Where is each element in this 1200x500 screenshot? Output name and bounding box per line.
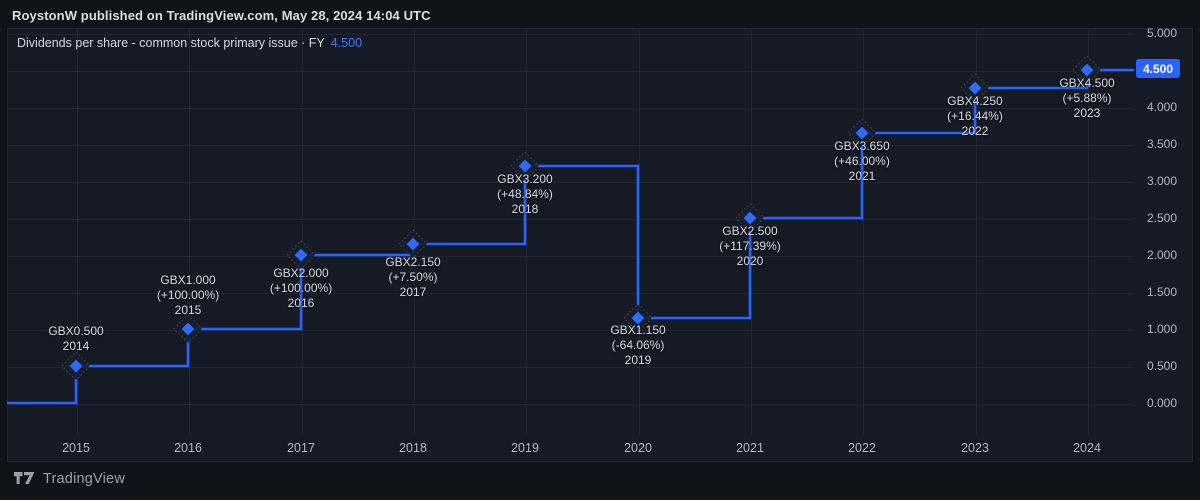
gridline-vertical [639, 29, 640, 435]
point-label: GBX2.500 (+117.39%) 2020 [719, 224, 780, 269]
point-change: (+117.39%) [719, 239, 781, 253]
point-change: (+16.44%) [947, 109, 1003, 123]
point-change: (+48.84%) [497, 187, 553, 201]
point-label: GBX1.000 (+100.00%) 2015 [157, 273, 219, 318]
gridline-vertical [302, 29, 303, 435]
x-axis-tick: 2015 [62, 441, 90, 455]
point-year: 2021 [848, 169, 876, 183]
gridline-vertical [976, 29, 977, 435]
gridline-horizontal [8, 330, 1133, 331]
series-last-value: 4.500 [330, 36, 363, 50]
gridline-horizontal [8, 34, 1133, 35]
point-label: GBX3.200 (+48.84%) 2018 [497, 172, 553, 217]
point-change: (+5.88%) [1062, 91, 1112, 105]
point-year: 2016 [287, 296, 315, 310]
last-price-badge: 4.500 [1136, 59, 1180, 78]
point-year: 2015 [174, 303, 202, 317]
y-axis-tick: 3.500 [1147, 137, 1178, 151]
gridline-horizontal [8, 367, 1133, 368]
x-axis-tick: 2023 [961, 441, 989, 455]
y-axis-tick: 1.500 [1147, 285, 1178, 299]
y-axis-tick: 2.500 [1147, 211, 1178, 225]
point-label: GBX4.250 (+16.44%) 2022 [947, 94, 1003, 139]
point-label: GBX1.150 (-64.06%) 2019 [610, 323, 665, 368]
point-value: GBX4.500 [1059, 76, 1115, 90]
series-legend: Dividends per share - common stock prima… [17, 36, 362, 50]
point-label: GBX2.150 (+7.50%) 2017 [385, 255, 440, 300]
y-axis-tick: 1.000 [1147, 322, 1178, 336]
point-year: 2022 [961, 124, 989, 138]
x-axis-tick: 2019 [511, 441, 539, 455]
tradingview-logo-icon [14, 471, 36, 487]
tradingview-brand-label: TradingView [43, 471, 125, 487]
x-axis-tick: 2021 [736, 441, 764, 455]
gridline-horizontal [8, 182, 1133, 183]
x-axis-tick: 2024 [1073, 441, 1101, 455]
point-value: GBX3.200 [497, 172, 553, 186]
point-value: GBX2.150 [385, 255, 441, 269]
gridline-vertical [414, 29, 415, 435]
point-label: GBX0.500 2014 [48, 324, 103, 354]
point-change: (+100.00%) [269, 281, 333, 295]
point-change: (+100.00%) [156, 288, 220, 302]
gridline-horizontal [8, 404, 1133, 405]
publish-attribution: RoystonW published on TradingView.com, M… [12, 8, 431, 23]
x-axis-tick: 2017 [287, 441, 315, 455]
point-change: (+46.00%) [834, 154, 890, 168]
gridline-horizontal [8, 145, 1133, 146]
x-axis-tick: 2020 [624, 441, 652, 455]
point-year: 2017 [399, 285, 427, 299]
point-year: 2023 [1073, 106, 1101, 120]
gridline-vertical [189, 29, 190, 435]
y-axis-tick: 3.000 [1147, 174, 1178, 188]
x-axis-tick: 2016 [174, 441, 202, 455]
point-value: GBX1.150 [610, 323, 666, 337]
point-label: GBX4.500 (+5.88%) 2023 [1059, 76, 1114, 121]
point-year: 2019 [624, 353, 652, 367]
point-label: GBX3.650 (+46.00%) 2021 [834, 139, 890, 184]
gridline-vertical [77, 29, 78, 435]
gridline-horizontal [8, 71, 1133, 72]
y-axis-tick: 4.000 [1147, 100, 1178, 114]
chart-panel [7, 28, 1193, 462]
gridline-horizontal [8, 219, 1133, 220]
gridline-vertical [526, 29, 527, 435]
tradingview-brand-link[interactable]: TradingView [14, 471, 125, 487]
point-year: 2020 [736, 254, 764, 268]
x-axis-tick: 2018 [399, 441, 427, 455]
point-value: GBX2.000 [273, 266, 329, 280]
point-value: GBX2.500 [722, 224, 778, 238]
gridline-horizontal [8, 256, 1133, 257]
point-value: GBX4.250 [947, 94, 1003, 108]
y-axis-tick: 2.000 [1147, 248, 1178, 262]
y-axis-tick: 5.000 [1147, 26, 1178, 40]
point-value: GBX0.500 [48, 324, 104, 338]
x-axis-tick: 2022 [848, 441, 876, 455]
y-axis-tick: 0.000 [1147, 396, 1178, 410]
point-year: 2014 [62, 339, 90, 353]
point-year: 2018 [511, 202, 539, 216]
point-change: (-64.06%) [611, 338, 665, 352]
point-change: (+7.50%) [388, 270, 438, 284]
series-title: Dividends per share - common stock prima… [17, 36, 325, 50]
point-value: GBX1.000 [160, 273, 216, 287]
point-label: GBX2.000 (+100.00%) 2016 [270, 266, 332, 311]
y-axis-tick: 0.500 [1147, 359, 1178, 373]
gridline-vertical [863, 29, 864, 435]
point-value: GBX3.650 [834, 139, 890, 153]
